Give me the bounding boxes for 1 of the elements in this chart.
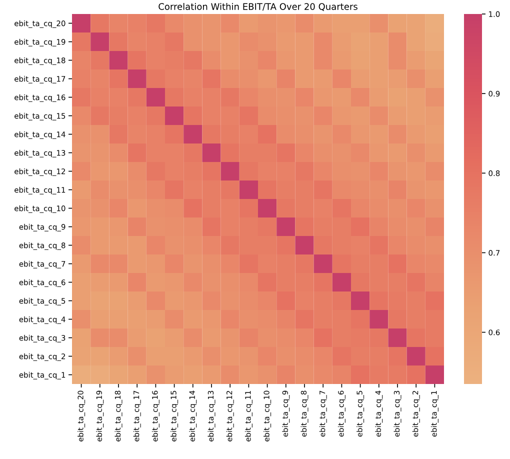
chart-title: Correlation Within EBIT/TA Over 20 Quarters	[158, 2, 358, 11]
